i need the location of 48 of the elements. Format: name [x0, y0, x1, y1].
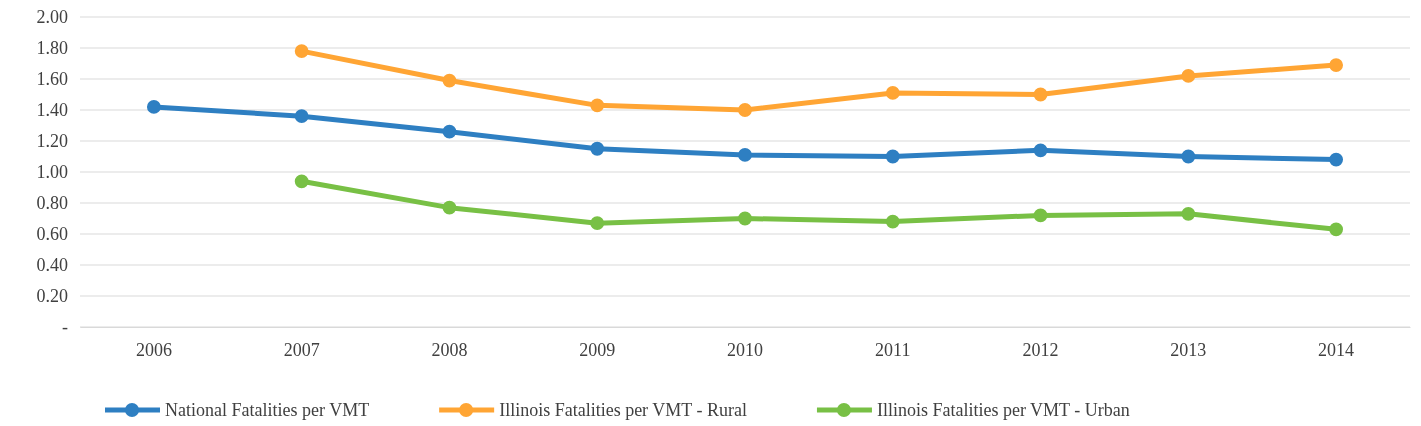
- point: [1181, 69, 1196, 83]
- point: [590, 98, 605, 113]
- y-tick-label: 2.00: [36, 7, 68, 28]
- y-tick-label: 1.40: [36, 100, 68, 121]
- x-tick-label: 2013: [1170, 339, 1207, 360]
- point: [1329, 152, 1344, 167]
- legend-label: Illinois Fatalities per VMT - Urban: [876, 400, 1130, 420]
- x-tick-label: 2008: [431, 339, 468, 360]
- y-tick-label: -: [62, 317, 68, 338]
- point: [1181, 206, 1196, 221]
- point: [146, 100, 161, 114]
- point: [885, 214, 900, 229]
- point: [294, 109, 309, 124]
- point: [738, 148, 752, 162]
- point: [1329, 222, 1344, 237]
- point: [1181, 149, 1196, 164]
- point: [294, 174, 309, 189]
- point: [1329, 58, 1344, 72]
- x-tick-label: 2012: [1022, 339, 1059, 360]
- point: [442, 73, 457, 88]
- legend-label: Illinois Fatalities per VMT - Rural: [499, 400, 747, 420]
- point: [738, 211, 752, 226]
- point: [885, 86, 900, 100]
- y-tick-label: 1.60: [36, 69, 68, 90]
- y-tick-label: 1.20: [36, 131, 68, 152]
- point: [885, 149, 900, 164]
- y-tick-label: 1.80: [36, 38, 68, 59]
- x-tick-label: 2006: [135, 339, 172, 360]
- point: [1033, 143, 1048, 158]
- y-tick-label: 1.00: [36, 162, 68, 183]
- y-tick-label: 0.20: [36, 286, 68, 307]
- x-tick-label: 2007: [283, 339, 320, 360]
- y-tick-label: 0.80: [36, 193, 68, 214]
- y-tick-label: 0.60: [36, 224, 68, 245]
- x-tick-label: 2014: [1318, 339, 1355, 360]
- y-tick-label: 0.40: [36, 255, 68, 276]
- point: [590, 141, 605, 156]
- point: [1033, 87, 1048, 102]
- point: [294, 44, 309, 58]
- point: [442, 200, 457, 215]
- point: [590, 216, 605, 231]
- point: [442, 124, 457, 139]
- x-tick-label: 2011: [875, 339, 911, 360]
- legend-label: National Fatalities per VMT: [165, 400, 370, 420]
- x-tick-label: 2009: [579, 339, 616, 360]
- point: [1033, 208, 1048, 223]
- point: [738, 103, 752, 117]
- x-tick-label: 2010: [727, 339, 763, 360]
